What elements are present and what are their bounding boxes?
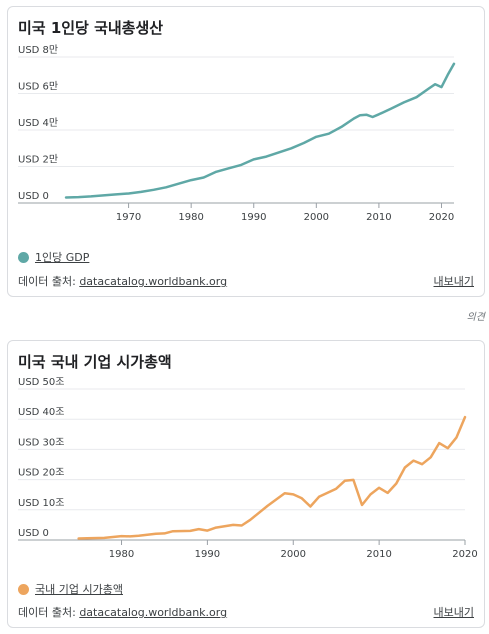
export-button[interactable]: 내보내기	[433, 606, 474, 619]
source-row: 데이터 출처: datacatalog.worldbank.org 내보내기	[18, 273, 474, 289]
x-tick-label: 1970	[116, 212, 141, 223]
legend-gdp-per-capita[interactable]: 1인당 GDP	[18, 249, 89, 265]
source-prefix: 데이터 출처:	[18, 606, 76, 619]
series-line	[64, 62, 456, 199]
x-tick-label: 1980	[178, 212, 203, 223]
legend-label[interactable]: 1인당 GDP	[35, 251, 90, 264]
source-text: 데이터 출처: datacatalog.worldbank.org	[18, 604, 227, 620]
source-row: 데이터 출처: datacatalog.worldbank.org 내보내기	[18, 604, 474, 620]
x-tick-label: 1980	[109, 549, 134, 560]
y-tick-label: USD 50조	[18, 377, 64, 388]
series-line	[77, 415, 467, 540]
legend-market-cap[interactable]: 국내 기업 시가총액	[18, 581, 123, 597]
card-title: 미국 국내 기업 시가총액	[18, 353, 172, 371]
y-tick-label: USD 8만	[18, 44, 58, 56]
source-link[interactable]: datacatalog.worldbank.org	[79, 606, 228, 619]
y-tick-label: USD 6만	[18, 81, 58, 93]
y-tick-label: USD 2만	[18, 154, 58, 166]
x-tick-label: 1990	[195, 549, 220, 560]
y-tick-label: USD 4만	[18, 117, 58, 129]
x-tick-label: 2010	[366, 212, 391, 223]
y-tick-label: USD 0	[18, 528, 49, 539]
y-tick-label: USD 10조	[18, 498, 64, 509]
gdp-per-capita-card: 미국 1인당 국내총생산 USD 0 USD 2만 USD 4만 USD 6만 USD …	[7, 6, 485, 297]
legend-label[interactable]: 국내 기업 시가총액	[35, 583, 123, 596]
card-title: 미국 1인당 국내총생산	[18, 19, 164, 37]
y-tick-label: USD 40조	[18, 407, 64, 418]
market-cap-chart[interactable]: USD 0 USD 10조 USD 20조 USD 30조 USD 40조 USD 50조…	[8, 341, 484, 566]
source-prefix: 데이터 출처:	[18, 275, 76, 288]
y-tick-label: USD 20조	[18, 468, 64, 479]
x-tick-label: 1990	[241, 212, 266, 223]
market-cap-card: 미국 국내 기업 시가총액 USD 0 USD 10조 USD 20조 USD 30조…	[7, 340, 485, 628]
y-tick-label: USD 30조	[18, 437, 64, 448]
x-tick-label: 2010	[366, 549, 391, 560]
x-tick-label: 2000	[281, 549, 306, 560]
source-link[interactable]: datacatalog.worldbank.org	[79, 275, 228, 288]
y-tick-label: USD 0	[18, 191, 49, 202]
x-tick-label: 2020	[452, 549, 477, 560]
legend-color-dot	[18, 251, 29, 263]
x-tick-label: 2020	[429, 212, 454, 223]
legend-color-dot	[18, 583, 29, 595]
gdp-per-capita-chart[interactable]: USD 0 USD 2만 USD 4만 USD 6만 USD 8만 1970 1980 199…	[8, 7, 484, 237]
feedback-link[interactable]: 의견	[466, 312, 485, 323]
x-tick-label: 2000	[304, 212, 329, 223]
source-text: 데이터 출처: datacatalog.worldbank.org	[18, 273, 227, 289]
export-button[interactable]: 내보내기	[433, 275, 474, 288]
